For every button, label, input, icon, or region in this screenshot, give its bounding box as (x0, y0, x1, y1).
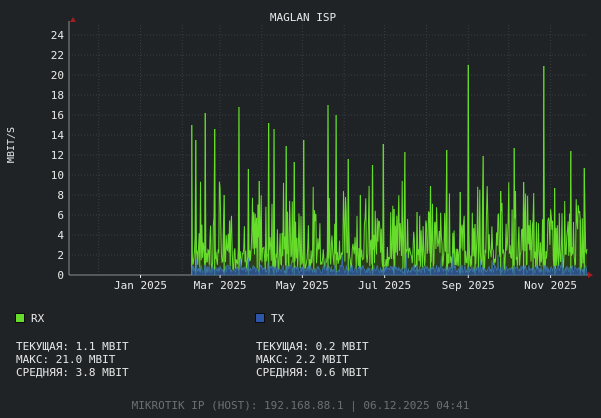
rx-area (191, 65, 588, 275)
legend-rx: RX (15, 312, 44, 325)
tx-max: МАКС: 2.2 MBIT (256, 353, 349, 366)
y-tick-label: 22 (51, 49, 64, 62)
x-tick-label: May 2025 (276, 279, 329, 292)
y-tick-label: 12 (51, 149, 64, 162)
rx-line (191, 64, 588, 271)
x-tick-label: Sep 2025 (442, 279, 495, 292)
legend-rx-label: RX (31, 312, 45, 325)
y-tick-label: 18 (51, 89, 64, 102)
y-tick-label: 2 (57, 249, 64, 262)
y-tick-label: 14 (51, 129, 65, 142)
rx-series (191, 64, 588, 275)
tx-current: ТЕКУЩАЯ: 0.2 MBIT (256, 340, 369, 353)
x-tick-label: Nov 2025 (524, 279, 577, 292)
rx-max: МАКС: 21.0 MBIT (16, 353, 116, 366)
rx-current: ТЕКУЩАЯ: 1.1 MBIT (16, 340, 129, 353)
y-axis-label: MBIT/S (6, 127, 17, 163)
footer-host-info: MIKROTIK IP (HOST): 192.168.88.1 | 06.12… (131, 399, 470, 412)
y-tick-label: 6 (57, 209, 64, 222)
x-tick-label: Mar 2025 (194, 279, 247, 292)
tx-stats: ТЕКУЩАЯ: 0.2 MBIT МАКС: 2.2 MBIT СРЕДНЯЯ: … (256, 340, 369, 379)
tx-area (191, 252, 588, 276)
traffic-chart: MAGLAN ISP MBIT/S 024681012141618202224 … (6, 11, 593, 292)
y-tick-label: 0 (57, 269, 64, 282)
y-tick-label: 10 (51, 169, 64, 182)
rx-stats: ТЕКУЩАЯ: 1.1 MBIT МАКС: 21.0 MBIT СРЕДНЯЯ:… (16, 340, 129, 379)
tx-swatch (255, 313, 265, 323)
legend-tx-label: TX (271, 312, 285, 325)
tx-series (191, 252, 588, 276)
y-tick-label: 4 (57, 229, 64, 242)
y-tick-label: 20 (51, 69, 64, 82)
tx-avg: СРЕДНЯЯ: 0.6 MBIT (256, 366, 369, 379)
y-axis-arrow-icon (70, 17, 76, 22)
x-tick-label: Jan 2025 (114, 279, 167, 292)
x-tick-labels: Jan 2025 Mar 2025 May 2025 Jul 2025 Sep 2025… (114, 275, 577, 292)
rx-avg: СРЕДНЯЯ: 3.8 MBIT (16, 366, 129, 379)
legend-tx: TX (255, 312, 284, 325)
y-tick-label: 8 (57, 189, 64, 202)
chart-title: MAGLAN ISP (270, 11, 337, 24)
y-tick-label: 16 (51, 109, 64, 122)
y-tick-label: 24 (51, 29, 65, 42)
x-axis-arrow-icon (588, 272, 593, 278)
rx-swatch (15, 313, 25, 323)
x-tick-label: Jul 2025 (358, 279, 411, 292)
